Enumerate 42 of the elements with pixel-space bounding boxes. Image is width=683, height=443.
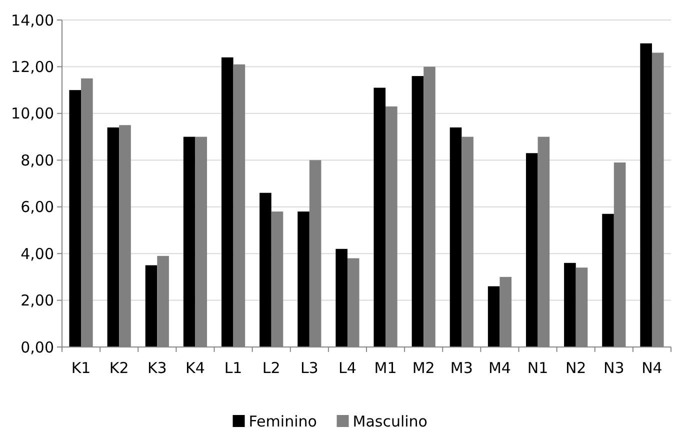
bar [564, 262, 576, 347]
y-tick-label: 14,00 [11, 11, 54, 30]
bar [107, 127, 120, 347]
bar [374, 88, 386, 347]
bar [602, 214, 614, 347]
y-tick-label: 8,00 [20, 151, 54, 170]
bar [69, 90, 82, 347]
x-tick-label: N2 [565, 359, 586, 377]
x-tick-label: L2 [262, 359, 280, 377]
legend-label: Masculino [352, 412, 428, 430]
bar [221, 57, 234, 347]
bar [412, 76, 424, 347]
x-tick-label: N3 [604, 359, 624, 377]
y-tick-label: 0,00 [20, 338, 54, 356]
x-tick-label: K3 [147, 359, 167, 377]
y-tick-label: 10,00 [11, 104, 54, 123]
x-tick-label: N1 [527, 359, 548, 377]
legend-label: Feminino [248, 412, 317, 430]
x-tick-label: K2 [109, 359, 129, 377]
y-tick-label: 12,00 [11, 58, 54, 76]
x-tick-label: M2 [412, 359, 435, 377]
x-tick-label: L1 [224, 359, 242, 377]
x-tick-label: K1 [71, 359, 91, 377]
x-tick-label: M4 [488, 359, 511, 377]
y-tick-label: 6,00 [20, 198, 54, 216]
bar [640, 43, 652, 347]
x-tick-label: M3 [450, 359, 473, 377]
bar [526, 153, 538, 347]
y-tick-label: 4,00 [20, 244, 54, 263]
x-tick-label: L3 [300, 359, 318, 377]
bar [298, 212, 310, 347]
x-tick-label: K4 [186, 359, 205, 377]
bar [260, 192, 272, 347]
x-tick-label: N4 [642, 359, 662, 377]
x-tick-label: L4 [338, 359, 356, 377]
bar [488, 286, 500, 347]
x-tick-label: M1 [374, 359, 397, 377]
y-tick-label: 2,00 [20, 292, 54, 310]
bar [145, 265, 158, 347]
bar [450, 127, 462, 347]
bar [336, 248, 348, 347]
bar [183, 136, 196, 347]
